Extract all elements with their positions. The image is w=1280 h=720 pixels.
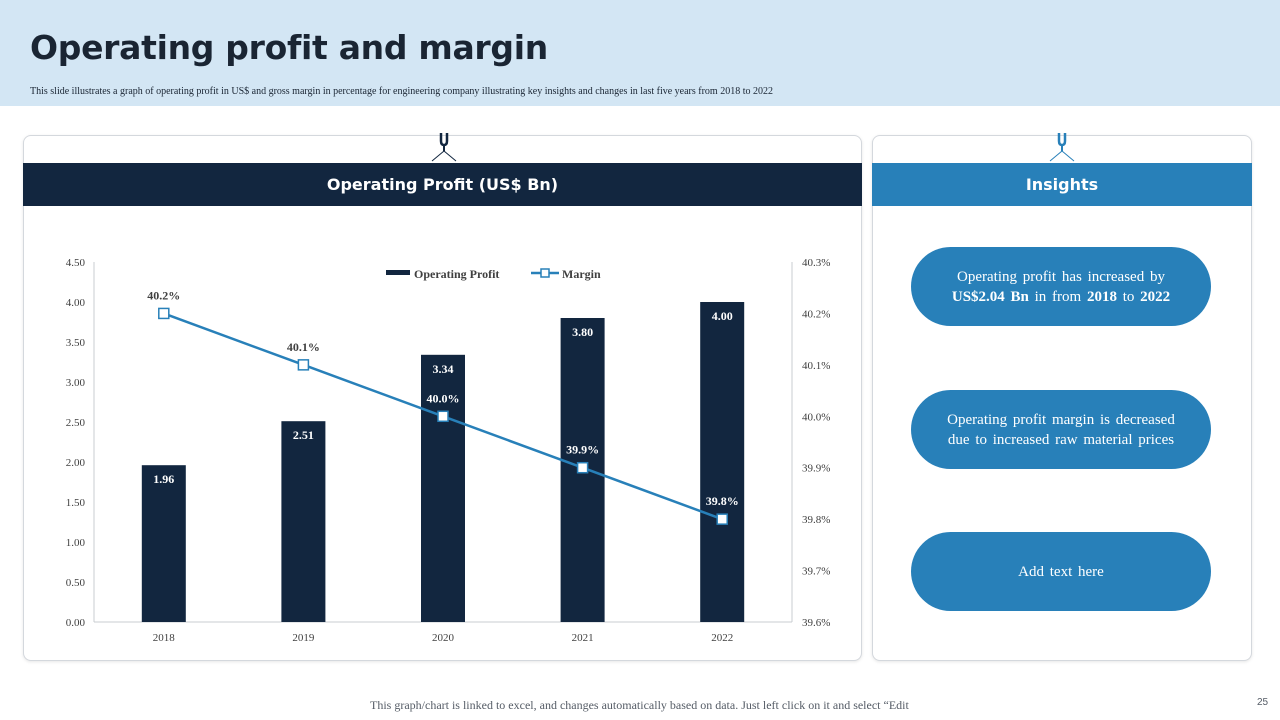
bar-data-label: 3.80	[572, 325, 593, 339]
chart-panel-heading: Operating Profit (US$ Bn)	[23, 163, 862, 206]
x-tick-label: 2022	[711, 632, 733, 644]
x-tick-label: 2019	[292, 632, 315, 644]
y-left-tick-label: 3.00	[66, 377, 86, 389]
bar-data-label: 1.96	[153, 472, 174, 486]
y-left-tick-label: 0.00	[66, 617, 86, 629]
hanger-icon	[1049, 133, 1075, 162]
y-right-tick-label: 39.6%	[802, 617, 830, 629]
insight-pill-3: Add text here	[911, 532, 1211, 611]
y-left-tick-label: 1.50	[66, 497, 86, 509]
margin-point	[297, 359, 310, 371]
insight-pill-2: Operating profit margin is decreased due…	[911, 390, 1211, 469]
margin-data-label: 40.1%	[287, 340, 320, 354]
margin-point	[437, 410, 449, 423]
margin-data-label: 40.2%	[147, 288, 180, 302]
margin-point	[576, 461, 589, 474]
y-right-tick-label: 40.0%	[802, 411, 830, 423]
bar-data-label: 2.51	[293, 428, 314, 442]
header-band	[0, 0, 1280, 106]
y-right-tick-label: 39.8%	[802, 514, 830, 526]
bar	[141, 465, 186, 622]
legend-swatch-operating-profit	[386, 270, 410, 275]
margin-point	[716, 513, 728, 525]
y-left-tick-label: 2.00	[66, 457, 86, 469]
margin-data-label: 39.8%	[706, 494, 739, 508]
y-left-tick-label: 3.50	[66, 337, 86, 349]
x-tick-label: 2018	[153, 632, 176, 644]
insight-pill-1: Operating profit has increased by US$2.0…	[911, 247, 1211, 326]
insight-text-3: Add text here	[1018, 563, 1104, 580]
y-left-tick-label: 4.00	[66, 297, 86, 309]
y-left-tick-label: 1.00	[66, 537, 86, 549]
y-right-tick-label: 40.2%	[802, 308, 830, 320]
footnote: This graph/chart is linked to excel, and…	[370, 698, 909, 712]
bar-data-label: 3.34	[433, 362, 454, 376]
page-number: 25	[1257, 697, 1269, 708]
page-subtitle: This slide illustrates a graph of operat…	[30, 86, 773, 97]
insight-text-2: Operating profit margin is decreased due…	[947, 411, 1175, 448]
legend-label-operating-profit: Operating Profit	[414, 267, 499, 281]
y-left-tick-label: 4.50	[66, 257, 86, 269]
margin-data-label: 39.9%	[566, 443, 599, 457]
y-right-tick-label: 39.7%	[802, 566, 830, 578]
insight-text-1: Operating profit has increased by US$2.0…	[951, 268, 1171, 305]
insights-panel-heading: Insights	[872, 163, 1252, 206]
y-right-tick-label: 40.1%	[802, 360, 830, 372]
legend-label-margin: Margin	[562, 267, 601, 281]
y-right-tick-label: 39.9%	[802, 463, 830, 475]
margin-data-label: 40.0%	[427, 391, 460, 405]
bar	[700, 302, 745, 622]
bar	[421, 354, 465, 622]
y-left-tick-label: 0.50	[66, 577, 86, 589]
bar-data-label: 4.00	[712, 309, 733, 323]
x-tick-label: 2021	[572, 632, 594, 644]
hanger-icon	[431, 133, 457, 162]
y-right-tick-label: 40.3%	[802, 257, 830, 269]
legend-marker-margin	[540, 268, 550, 278]
bar	[281, 421, 326, 622]
page-title: Operating profit and margin	[30, 28, 548, 67]
y-left-tick-label: 2.50	[66, 417, 86, 429]
operating-profit-chart: 0.00 0.50 1.00 1.50 2.00 2.50 3.00 3.50 4.00 4.50…	[66, 257, 831, 644]
margin-point	[158, 307, 170, 320]
x-tick-label: 2020	[432, 632, 455, 644]
